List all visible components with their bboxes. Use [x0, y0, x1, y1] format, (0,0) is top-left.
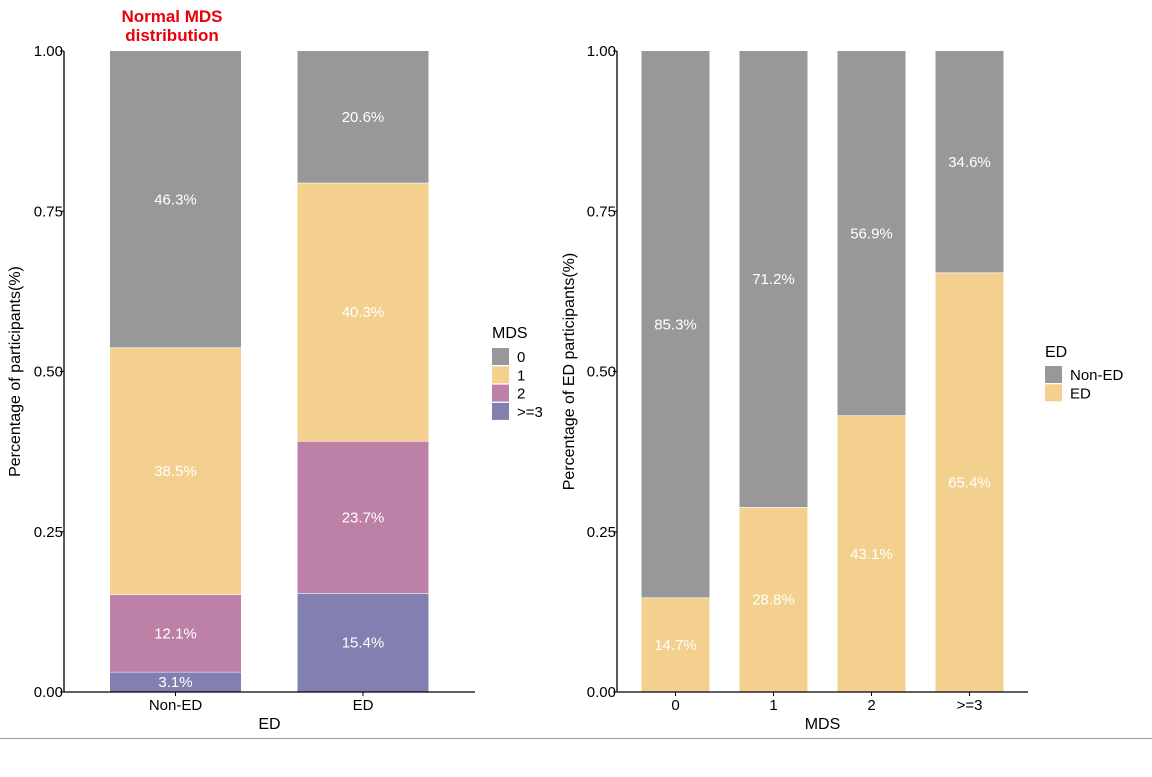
- chart-right: 14.7% 85.3% 0 28.8% 71.2% 1 43.1% 56.9% 2 65.4% 34…: [561, 43, 1124, 733]
- data-label: 3.1%: [158, 674, 192, 691]
- data-label: 23.7%: [342, 509, 385, 526]
- bar-right-NongeED-1: [739, 51, 808, 508]
- data-label: 40.3%: [342, 304, 385, 321]
- y-tick-label: 0.25: [587, 524, 616, 541]
- data-label: 15.4%: [342, 635, 385, 652]
- x-tick-label: ED: [353, 697, 374, 714]
- bar-left-gege3-0: [110, 672, 241, 692]
- x-axis-title: MDS: [805, 716, 841, 733]
- y-tick-label: 0.00: [34, 684, 63, 701]
- legend-swatch: [492, 348, 509, 365]
- x-tick-label: Non-ED: [149, 697, 203, 714]
- data-label: 20.6%: [342, 109, 385, 126]
- annotation-line-2: distribution: [125, 26, 219, 45]
- data-label: 38.5%: [154, 463, 197, 480]
- y-tick-label: 0.75: [587, 203, 616, 220]
- bar-right-ED-0: [641, 597, 710, 692]
- x-tick-label: 1: [769, 697, 777, 714]
- y-tick-label: 0.50: [34, 364, 63, 381]
- annotation-line-1: Normal MDS: [121, 7, 223, 26]
- x-tick-label: >=3: [957, 697, 983, 714]
- legend-label: >=3: [517, 404, 543, 421]
- data-label: 28.8%: [752, 592, 795, 609]
- legend-title: MDS: [492, 325, 528, 342]
- legend-left: MDS 01 2>=3: [492, 325, 543, 421]
- x-axis-title: ED: [258, 716, 280, 733]
- bar-right-NongeED-3: [935, 51, 1004, 273]
- legend-label: 2: [517, 386, 525, 403]
- bar-right-NongeED-2: [837, 51, 906, 416]
- data-label: 34.6%: [948, 154, 991, 171]
- chart-left: 3.1% 12.1% 38.5% 46.3% Non-ED 15.4% 23.7% 40.3%…: [7, 43, 543, 733]
- bottom-divider: [0, 738, 1152, 739]
- legend-swatch: [492, 402, 509, 420]
- data-label: 14.7%: [654, 637, 697, 654]
- bar-left-0-1: [297, 51, 429, 184]
- y-tick-label: 0.50: [587, 364, 616, 381]
- y-tick-label: 1.00: [587, 43, 616, 60]
- legend-label: ED: [1070, 385, 1091, 402]
- bar-left-1-0: [110, 347, 241, 595]
- x-tick-label: 2: [867, 697, 875, 714]
- legend-swatch: [492, 366, 509, 384]
- y-axis-title: Percentage of ED participants(%): [561, 253, 578, 490]
- data-label: 71.2%: [752, 271, 795, 288]
- legend-swatch: [492, 384, 509, 402]
- legend-label: Non-ED: [1070, 367, 1124, 384]
- bar-left-0-0: [110, 51, 241, 348]
- legend-swatch: [1045, 384, 1062, 402]
- y-tick-label: 0.00: [587, 684, 616, 701]
- bar-right-ED-3: [935, 272, 1004, 692]
- data-label: 85.3%: [654, 316, 697, 333]
- bar-left-2-1: [297, 441, 429, 594]
- legend-title: ED: [1045, 344, 1067, 361]
- data-label: 43.1%: [850, 546, 893, 563]
- legend-label: 1: [517, 367, 525, 384]
- data-label: 12.1%: [154, 625, 197, 642]
- y-tick-label: 0.25: [34, 524, 63, 541]
- bar-left-gege3-1: [297, 593, 429, 692]
- y-tick-label: 0.75: [34, 203, 63, 220]
- legend-label: 0: [517, 349, 525, 366]
- legend-swatch: [1045, 366, 1062, 383]
- y-tick-label: 1.00: [34, 43, 63, 60]
- y-axis-title: Percentage of participants(%): [7, 266, 24, 477]
- data-label: 65.4%: [948, 474, 991, 491]
- data-label: 46.3%: [154, 191, 197, 208]
- data-label: 56.9%: [850, 225, 893, 242]
- bar-right-ED-2: [837, 415, 906, 692]
- bar-left-2-0: [110, 594, 241, 673]
- bar-left-1-1: [297, 183, 429, 442]
- x-tick-label: 0: [671, 697, 679, 714]
- normal-mds-annotation: Normal MDS distribution: [72, 7, 272, 45]
- bar-right-ED-1: [739, 507, 808, 692]
- bar-right-NongeED-0: [641, 51, 710, 598]
